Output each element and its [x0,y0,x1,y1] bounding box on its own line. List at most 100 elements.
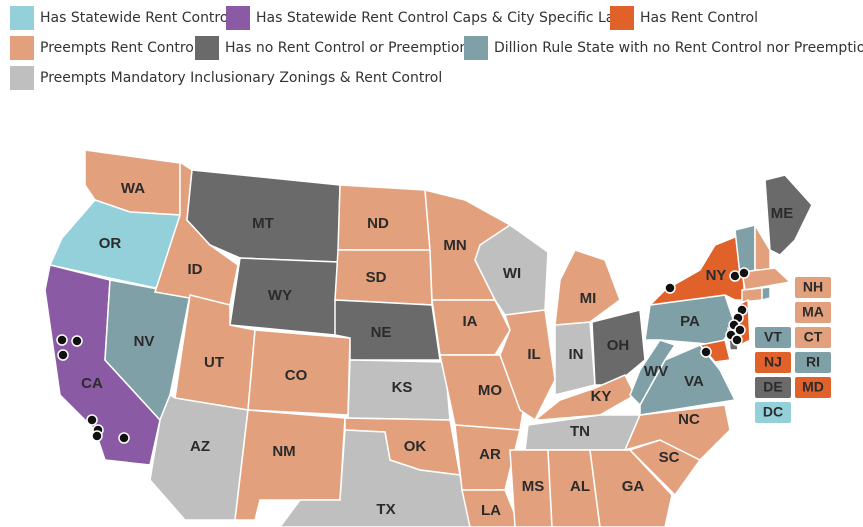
state-label: NY [706,267,727,284]
city-marker [56,334,68,346]
state-label: CO [285,367,308,384]
state [499,309,556,422]
state-badge [795,377,831,398]
state [461,489,521,527]
state-label: WV [644,363,668,380]
state-badge [795,327,831,348]
state-label: GA [622,478,645,495]
legend-swatch [226,6,250,30]
state-label: TX [376,501,395,518]
state-badge-label: NJ [764,354,782,370]
state-label: NC [678,411,700,428]
city-markers [56,267,750,444]
state-label: KY [591,388,612,405]
city-marker [71,335,83,347]
state-label: IN [569,346,584,363]
state-label: ND [367,215,389,232]
legend-swatch [195,36,219,60]
state [532,374,636,421]
state-label: OK [404,438,427,455]
state-label: NV [134,333,155,350]
state-badge-label: VT [764,329,782,345]
state-label: MO [478,382,502,399]
state [547,449,601,527]
state-label: MI [580,290,597,307]
state [431,299,511,356]
city-marker [118,432,130,444]
state [698,339,731,363]
state-labels: WA OR CA NV ID MT WY UT CO AZ NM ND SD NE KS OK TX MN IA MO… [81,180,793,519]
state [589,449,673,527]
state-label: PA [680,313,700,330]
state-label: VA [684,373,704,390]
state-badge-label: DE [763,379,782,395]
state-label: MT [252,215,274,232]
legend-label: Has Statewide Rent Control [40,10,232,26]
state-label: MN [443,237,466,254]
state-label: SC [659,449,680,466]
state-label: OR [99,235,122,252]
city-marker [91,430,103,442]
state-label: UT [204,354,224,371]
legend-swatch [464,36,488,60]
state-badge [795,352,831,373]
state-label: OH [607,337,630,354]
state-label: NE [371,324,392,341]
small-state-badges: NH MA VT CT NJ RI DE MD DC [755,277,831,423]
city-marker [738,267,750,279]
state [509,449,553,527]
state-label: ID [188,261,203,278]
state-label: WI [503,265,521,282]
legend-swatch [10,6,34,30]
state-badge-label: CT [804,329,823,345]
state-label: KS [392,379,413,396]
legend-label: Dillion Rule State with no Rent Control … [494,40,863,56]
state-label: TN [570,423,590,440]
city-marker [664,282,676,294]
legend-label: Has Rent Control [640,10,758,26]
state-label: WY [268,287,292,304]
state-label: SD [366,269,387,286]
state-label: IA [463,313,478,330]
state-badge [755,402,791,423]
state-label: MS [522,478,545,495]
legend-label: Preempts Mandatory Inclusionary Zonings … [40,70,442,86]
state-badge-label: RI [806,354,820,370]
legend: Has Statewide Rent Control Has Statewide … [10,6,863,90]
city-marker [734,324,746,336]
city-marker [57,349,69,361]
state [591,309,646,386]
state-badge [795,302,831,323]
state-label: IL [527,346,540,363]
state [149,393,249,521]
state-badge [795,277,831,298]
legend-label: Has Statewide Rent Control Caps & City S… [256,10,633,26]
state-badge-label: MD [802,379,824,395]
legend-label: Has no Rent Control or Preemptions [225,40,476,56]
state-badge-label: NH [803,279,823,295]
states [44,149,813,527]
state-badge-label: DC [763,404,783,420]
legend-swatch [610,6,634,30]
state-label: AZ [190,438,210,455]
legend-label: Preempts Rent Control [40,40,198,56]
state-label: WA [121,180,145,197]
state-label: CA [81,375,103,392]
legend-swatch [10,36,34,60]
state [439,354,526,431]
state [754,222,771,271]
state-label: ME [771,205,794,222]
state-label: AR [479,446,501,463]
state-label: LA [481,502,501,519]
state-label: NM [272,443,295,460]
state [761,286,771,301]
city-marker [731,334,743,346]
state [741,287,763,303]
state [554,249,621,326]
legend-swatch [10,66,34,90]
state-badge [755,352,791,373]
state [741,267,792,291]
city-marker [700,346,712,358]
